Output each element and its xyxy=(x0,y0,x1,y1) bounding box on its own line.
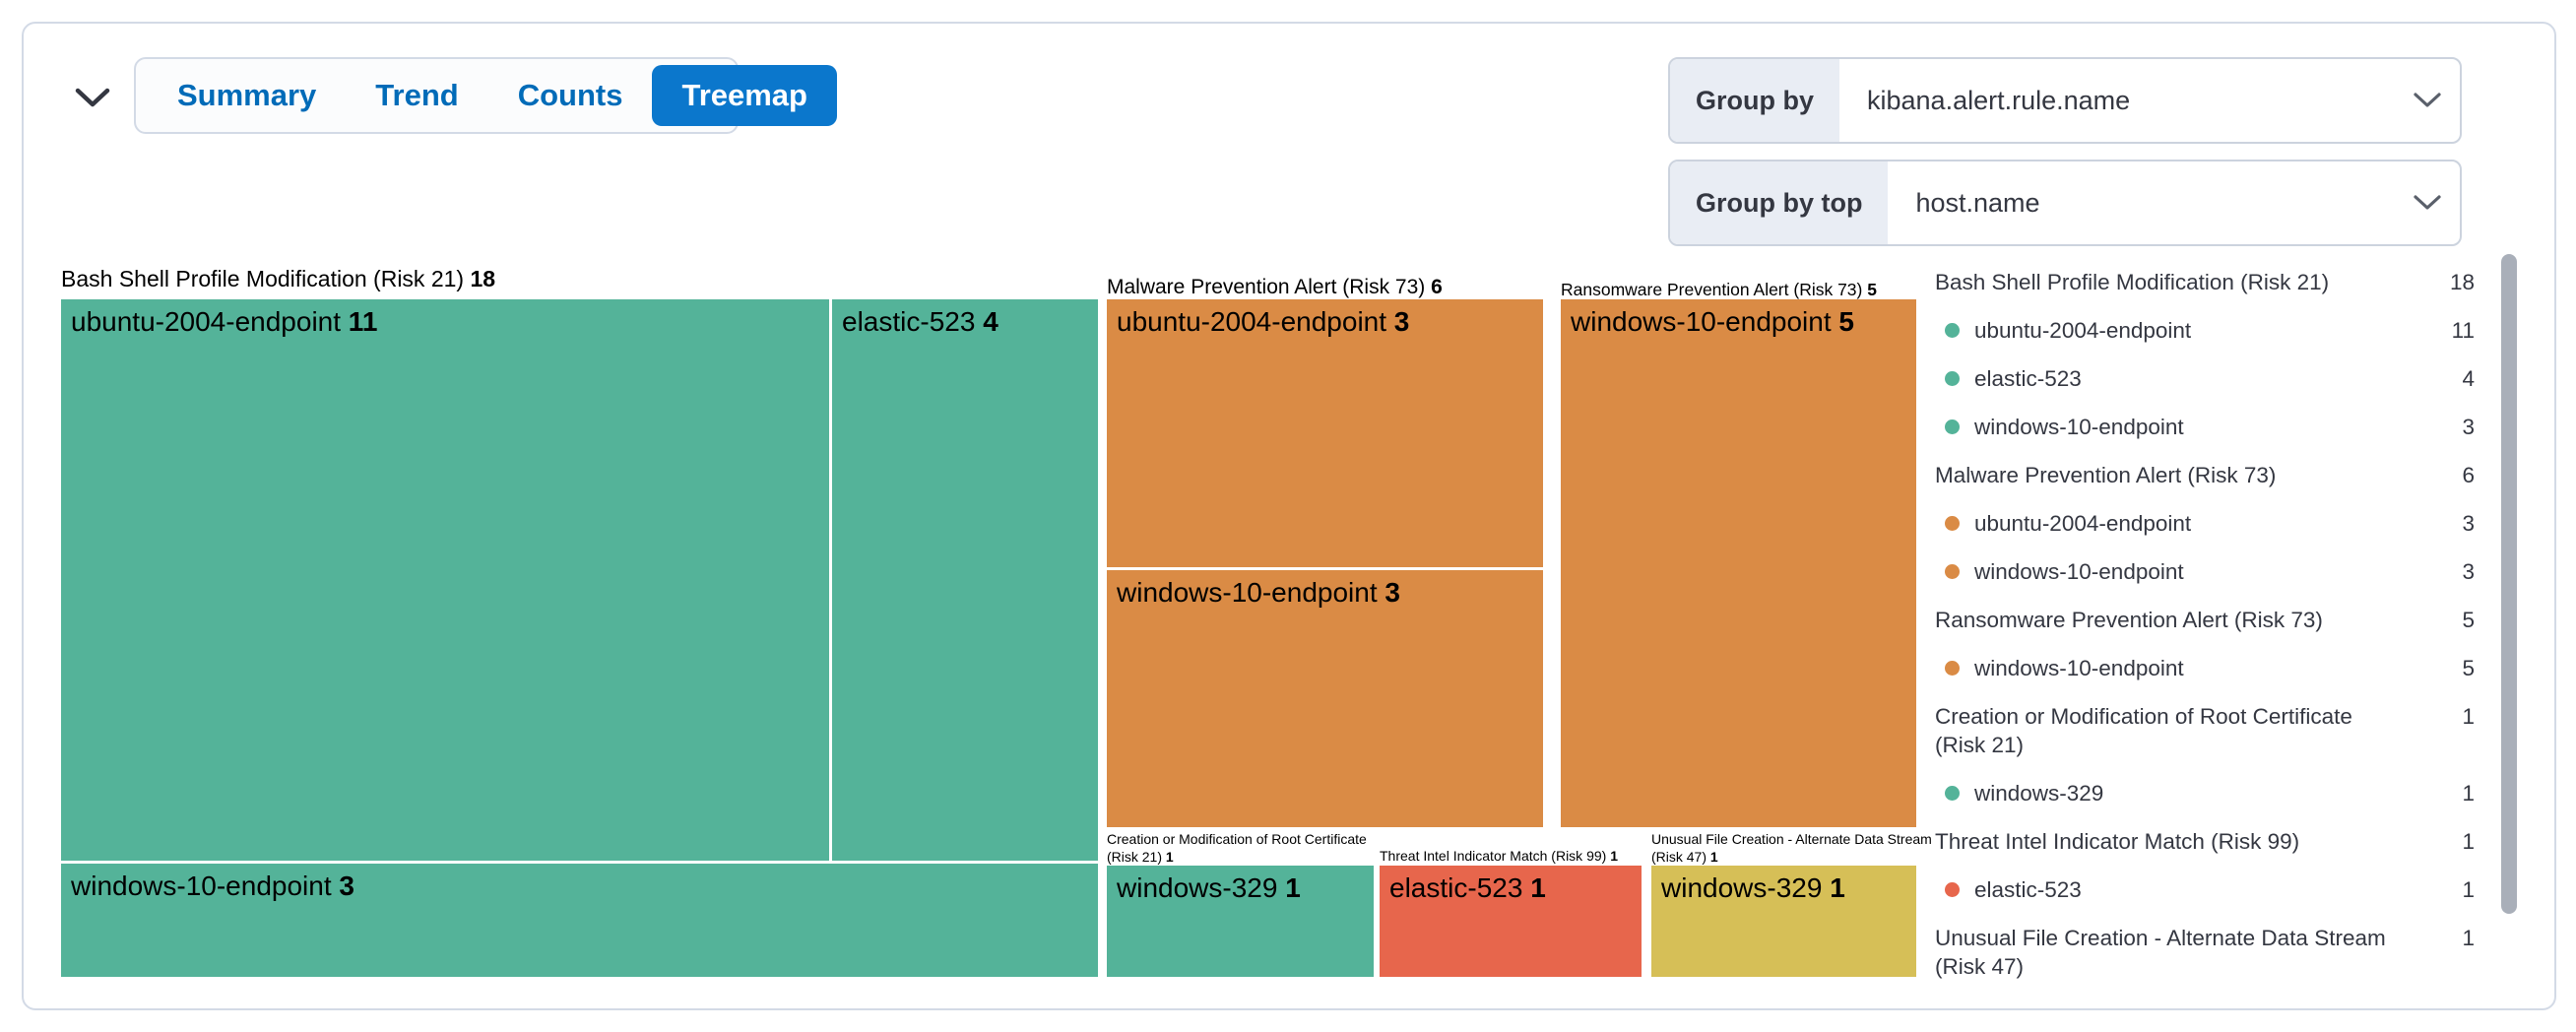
treemap-cell[interactable]: ubuntu-2004-endpoint 11 xyxy=(61,299,829,861)
treemap-cell[interactable]: ubuntu-2004-endpoint 3 xyxy=(1107,299,1543,567)
legend-group-row[interactable]: Ransomware Prevention Alert (Risk 73) 5 xyxy=(1935,608,2475,632)
group-by-select[interactable]: Group by kibana.alert.rule.name xyxy=(1668,57,2462,144)
tab-treemap[interactable]: Treemap xyxy=(652,65,837,126)
legend-dot-icon xyxy=(1945,323,1960,338)
legend-dot-icon xyxy=(1945,371,1960,386)
legend-group-row[interactable]: Unusual File Creation - Alternate Data S… xyxy=(1935,926,2475,979)
legend-host-row[interactable]: ubuntu-2004-endpoint 3 xyxy=(1935,499,2475,548)
legend-dot-icon xyxy=(1945,419,1960,434)
legend-group-row[interactable]: Bash Shell Profile Modification (Risk 21… xyxy=(1935,270,2475,294)
legend-dot-icon xyxy=(1945,786,1960,801)
treemap-group-header: Malware Prevention Alert (Risk 73) 6 xyxy=(1107,276,1443,298)
chevron-down-icon xyxy=(2395,59,2460,142)
legend-group-row[interactable]: Creation or Modification of Root Certifi… xyxy=(1935,704,2475,757)
treemap-group-header: Unusual File Creation - Alternate Data S… xyxy=(1651,831,1932,865)
treemap-legend: Bash Shell Profile Modification (Risk 21… xyxy=(1935,258,2475,999)
group-by-label: Group by xyxy=(1670,59,1839,142)
legend-host-row[interactable]: windows-10-endpoint 3 xyxy=(1935,548,2475,596)
collapse-panel-button[interactable] xyxy=(67,73,118,124)
group-by-top-select[interactable]: Group by top host.name xyxy=(1668,160,2462,246)
treemap-cell[interactable]: windows-10-endpoint 3 xyxy=(1107,570,1543,827)
chevron-down-icon xyxy=(75,87,110,111)
treemap-cell[interactable]: windows-10-endpoint 3 xyxy=(61,864,1098,977)
tab-counts[interactable]: Counts xyxy=(488,65,653,126)
treemap-group-header: Ransomware Prevention Alert (Risk 73) 5 xyxy=(1561,280,1877,299)
treemap-cell[interactable]: elastic-523 4 xyxy=(832,299,1098,861)
view-tab-group: Summary Trend Counts Treemap xyxy=(134,57,837,134)
group-by-top-value: host.name xyxy=(1915,187,2040,218)
treemap-group-header: Bash Shell Profile Modification (Risk 21… xyxy=(61,266,496,291)
treemap-cell[interactable]: windows-10-endpoint 5 xyxy=(1561,299,1916,827)
treemap-group-header: Creation or Modification of Root Certifi… xyxy=(1107,831,1367,865)
group-by-value: kibana.alert.rule.name xyxy=(1867,85,2131,115)
treemap-cell[interactable]: windows-329 1 xyxy=(1107,866,1374,977)
treemap-cell[interactable]: windows-329 1 xyxy=(1651,866,1916,977)
legend-scrollbar[interactable] xyxy=(2501,254,2517,914)
tab-trend[interactable]: Trend xyxy=(346,65,487,126)
legend-dot-icon xyxy=(1945,564,1960,579)
group-by-top-label: Group by top xyxy=(1670,161,1889,244)
legend-dot-icon xyxy=(1945,516,1960,531)
tab-summary[interactable]: Summary xyxy=(148,65,346,126)
treemap-group-header: Threat Intel Indicator Match (Risk 99) 1 xyxy=(1380,848,1618,864)
chevron-down-icon xyxy=(2395,161,2460,244)
legend-host-row[interactable]: windows-329 1 xyxy=(1935,769,2475,817)
legend-host-row[interactable]: elastic-523 1 xyxy=(1935,866,2475,914)
legend-group-row[interactable]: Malware Prevention Alert (Risk 73) 6 xyxy=(1935,463,2475,487)
legend-host-row[interactable]: windows-10-endpoint 3 xyxy=(1935,403,2475,451)
treemap-cell[interactable]: elastic-523 1 xyxy=(1380,866,1642,977)
legend-host-row[interactable]: windows-10-endpoint 5 xyxy=(1935,644,2475,692)
legend-host-row[interactable]: elastic-523 4 xyxy=(1935,355,2475,403)
alerts-panel: Summary Trend Counts Treemap Group by ki… xyxy=(22,22,2556,1010)
legend-dot-icon xyxy=(1945,661,1960,676)
legend-group-row[interactable]: Threat Intel Indicator Match (Risk 99) 1 xyxy=(1935,829,2475,854)
legend-dot-icon xyxy=(1945,882,1960,897)
legend-host-row[interactable]: ubuntu-2004-endpoint 11 xyxy=(1935,306,2475,355)
